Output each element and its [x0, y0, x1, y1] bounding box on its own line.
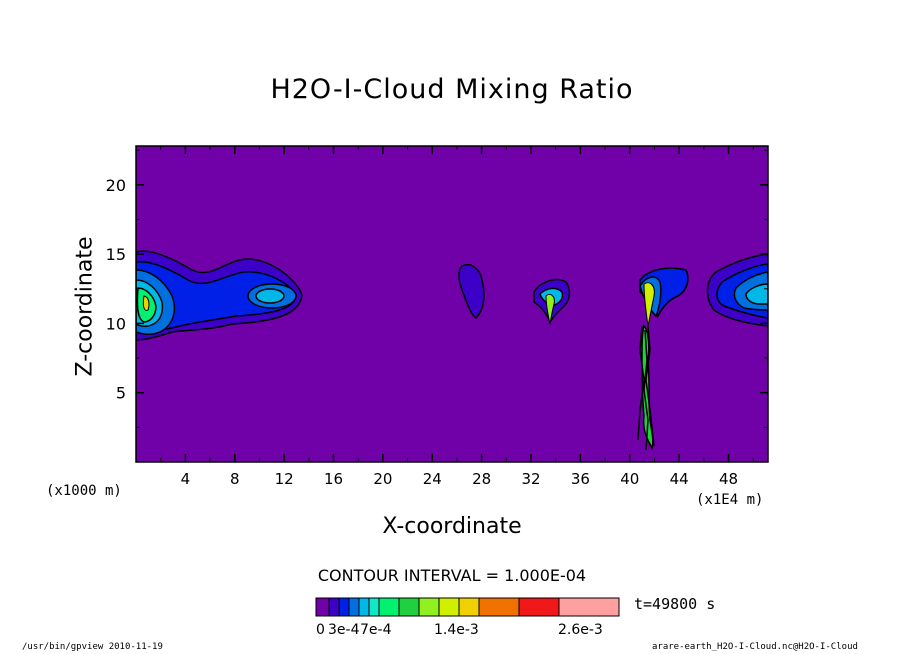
- x-tick-label: 12: [275, 470, 294, 488]
- contour-column-stem-lines: [637, 325, 655, 451]
- x-tick-label: 40: [620, 470, 639, 488]
- contour-left-core: [142, 295, 150, 311]
- contour-right-level4: [745, 283, 768, 305]
- y-tick-label: 15: [106, 245, 126, 264]
- y-axis-label: Z-coordinate: [72, 236, 98, 377]
- x-tick-label: 20: [373, 470, 392, 488]
- legend-swatch: [558, 597, 620, 617]
- legend-swatch: [378, 597, 400, 617]
- x-axis-label: X-coordinate: [382, 514, 522, 539]
- contour-cloud-27: [458, 264, 485, 319]
- legend-swatch: [338, 597, 350, 617]
- x-tick-label: 4: [181, 470, 191, 488]
- legend-label: 7e-4: [360, 622, 392, 638]
- y-tick-label: 20: [106, 176, 126, 195]
- contour-fills: [136, 250, 768, 451]
- x-tick-label: 8: [230, 470, 240, 488]
- x-tick-label: 44: [670, 470, 689, 488]
- x-tick-label: 16: [324, 470, 343, 488]
- x-tick-label: 24: [423, 470, 442, 488]
- y-tick-label: 5: [116, 384, 126, 403]
- legend-swatch: [478, 597, 520, 617]
- x-tick-label: 36: [571, 470, 590, 488]
- contour-left-blob2-inner: [255, 288, 285, 304]
- contour-interval-label: CONTOUR INTERVAL = 1.000E-04: [317, 566, 587, 585]
- footer-left: /usr/bin/gpview 2010-11-19: [22, 642, 163, 652]
- legend-swatch: [438, 597, 460, 617]
- legend-swatch: [458, 597, 480, 617]
- x-unit-right-label: (x1E4 m): [696, 492, 764, 508]
- footer-right: arare-earth_H2O-I-Cloud.nc@H2O-I-Cloud: [652, 642, 858, 652]
- legend-swatch: [315, 597, 330, 617]
- legend-label: 0: [316, 622, 325, 638]
- legend-label: 1.4e-3: [434, 622, 479, 638]
- legend-swatch: [348, 597, 360, 617]
- legend-swatch: [518, 597, 560, 617]
- x-tick-label: 48: [719, 470, 738, 488]
- x-unit-left-label: (x1000 m): [46, 483, 122, 499]
- contour-column-core: [643, 282, 655, 327]
- plot-frame: [135, 145, 769, 463]
- legend-swatch: [418, 597, 440, 617]
- legend-label: 2.6e-3: [558, 622, 603, 638]
- y-tick-label: 10: [106, 314, 126, 333]
- contour-cloud-34-core: [545, 293, 555, 325]
- legend-swatch: [368, 597, 380, 617]
- color-legend: [315, 597, 620, 617]
- legend-swatch: [358, 597, 370, 617]
- time-label: t=49800 s: [634, 595, 716, 613]
- x-tick-label: 32: [521, 470, 540, 488]
- legend-swatch: [398, 597, 420, 617]
- legend-swatch: [328, 597, 340, 617]
- chart-title: H2O-I-Cloud Mixing Ratio: [270, 74, 634, 105]
- x-tick-label: 28: [472, 470, 491, 488]
- legend-label: 3e-4: [328, 622, 360, 638]
